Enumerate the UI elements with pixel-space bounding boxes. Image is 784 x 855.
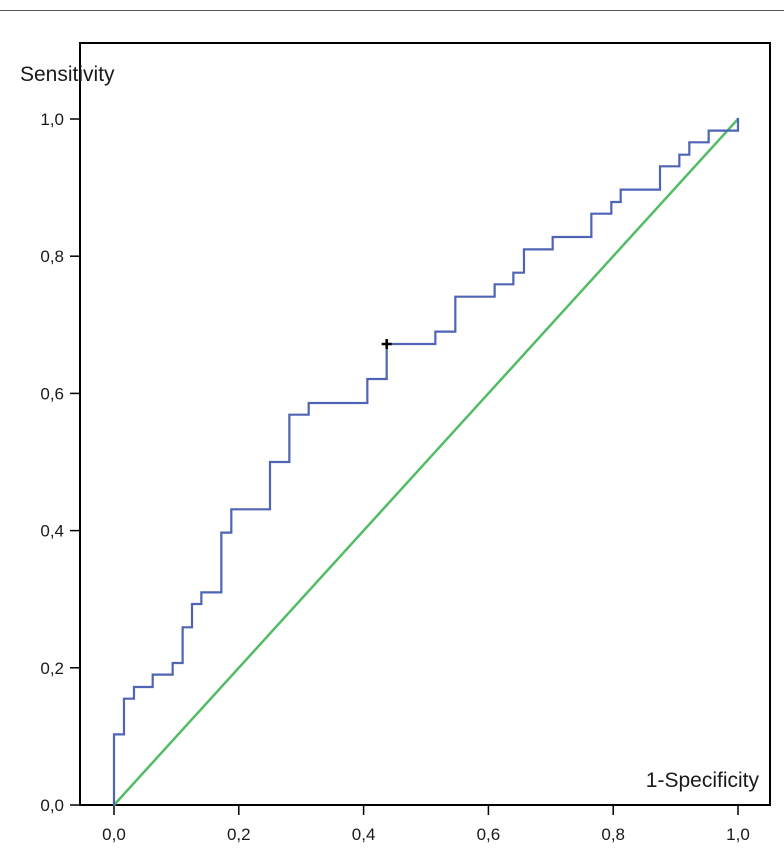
plot-frame — [79, 42, 771, 806]
series-layer — [112, 117, 740, 807]
x-axis-ticks: 0,0 0,2 0,4 0,6 0,8 1,0 — [102, 805, 750, 844]
y-axis-ticks: 0,0 0,2 0,4 0,6 0,8 1,0 — [40, 110, 80, 815]
y-tick-label: 0,6 — [40, 384, 64, 403]
y-tick-label: 0,0 — [40, 796, 64, 815]
x-tick-label: 0,4 — [352, 825, 376, 844]
roc-curve-line — [112, 117, 740, 807]
reference-diagonal-line — [113, 118, 739, 806]
x-tick-label: 0,2 — [227, 825, 251, 844]
cutoff-point-marker — [381, 339, 392, 350]
y-tick-label: 0,2 — [40, 659, 64, 678]
x-tick-label: 1,0 — [726, 825, 750, 844]
x-tick-label: 0,0 — [102, 825, 126, 844]
y-tick-label: 0,8 — [40, 247, 64, 266]
x-tick-label: 0,8 — [601, 825, 625, 844]
x-tick-label: 0,6 — [477, 825, 501, 844]
y-tick-label: 1,0 — [40, 110, 64, 129]
y-axis-title: Sensitivity — [20, 63, 115, 86]
y-tick-label: 0,4 — [40, 522, 64, 541]
x-axis-title: 1-Specificity — [646, 769, 760, 792]
